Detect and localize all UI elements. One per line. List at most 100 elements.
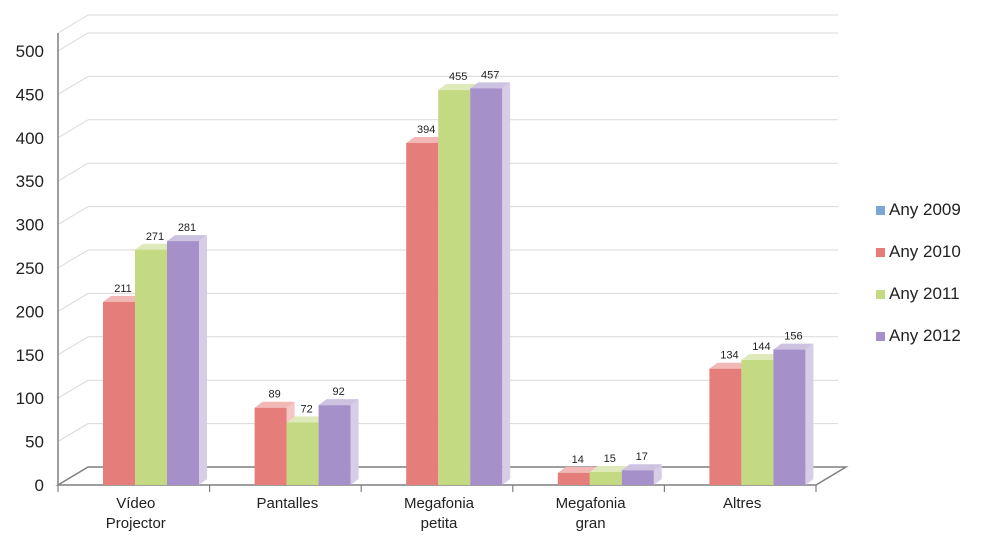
bar-top [254,401,295,408]
legend-swatch [876,332,885,341]
data-label-any-2012-4: 156 [784,331,802,343]
data-label-any-2011-0: 271 [146,231,164,243]
y-tick-label-3: 150 [16,346,44,365]
x-tick-label-2-1: petita [421,515,458,532]
y-tick-label-7: 350 [16,172,44,191]
x-tick-label-4-0: Altres [723,495,761,512]
bar-any-2012-2 [470,82,511,485]
y-tick-label-4: 200 [16,302,44,321]
bar-top [135,243,175,250]
data-label-any-2012-3: 17 [636,451,648,463]
y-tick-label-1: 50 [25,433,44,452]
legend-label: Any 2010 [889,242,961,261]
bar-front [557,472,590,485]
gridline-top-diagonal [57,14,89,34]
legend-label: Any 2012 [889,326,961,345]
bar-top [286,416,327,423]
bar-top [741,354,782,361]
x-tick-label-0-0: Vídeo [116,495,155,512]
bar-front [254,407,287,485]
bar-side [502,82,511,485]
y-tick-label-2: 100 [16,389,44,408]
legend-entry-3: Any 2012 [876,326,961,345]
legend-label: Any 2011 [889,284,960,303]
bar-top [773,343,814,350]
bar-any-2012-3 [621,464,662,485]
gridline-diagonal-6 [57,206,89,226]
legend-label: Any 2009 [889,200,961,219]
bar-top [470,82,511,89]
legend: Any 2009 Any 2010 Any 2011 Any 2012 [876,200,961,345]
gridline-diagonal-9 [57,75,89,95]
x-tick-label-2-0: Megafonia [404,495,475,512]
bar-top [589,465,630,472]
bar-any-2012-1 [318,399,359,485]
bar-front [286,422,319,485]
bar-front [103,301,135,485]
legend-entry-2: Any 2011 [876,284,960,303]
bar-front [438,90,471,485]
bar-side [199,235,207,485]
y-tick-label-6: 300 [16,216,44,235]
legend-swatch [876,206,885,215]
bar-front [470,88,503,485]
bars [103,82,814,485]
legend-entry-0: Any 2009 [876,200,961,219]
bar-side [653,464,662,485]
bar-side [350,399,359,485]
gridline-diagonal-2 [57,379,89,399]
data-label-any-2011-1: 72 [300,404,312,416]
data-label-any-2010-1: 89 [268,389,280,401]
bar-front [773,349,806,485]
bar-front [741,360,774,485]
bar-front [709,368,742,485]
bar-front [135,249,167,485]
x-tick-label-0-1: Projector [106,515,166,532]
bar-front [318,405,351,485]
data-label-any-2010-3: 14 [572,454,584,466]
data-label-any-2011-2: 455 [449,71,467,83]
gridline-diagonal-8 [57,119,89,139]
legend-swatch [876,248,885,257]
bar-front [589,471,622,485]
y-tick-label-10: 500 [16,42,44,61]
gridline-diagonal-3 [57,336,89,356]
gridline-diagonal-10 [57,32,89,52]
data-label-any-2012-0: 281 [178,222,196,234]
bar-side [805,343,814,485]
bar-top [318,399,359,406]
bar-any-2012-0 [167,235,207,485]
bar-top [438,84,479,91]
data-label-any-2012-2: 457 [481,69,499,81]
y-tick-label-5: 250 [16,259,44,278]
y-tick-label-0: 0 [35,476,44,495]
x-tick-label-3-0: Megafonia [556,495,627,512]
bar-top [621,464,662,471]
x-axis-labels: Vídeo Projector Pantalles Megafonia petita Me… [106,495,762,532]
data-label-any-2010-0: 211 [114,283,132,295]
gridline-diagonal-1 [57,423,89,443]
data-label-any-2010-4: 134 [720,350,738,362]
legend-swatch [876,290,885,299]
y-tick-label-9: 450 [16,85,44,104]
bar-front [167,241,199,485]
legend-entry-1: Any 2010 [876,242,961,261]
bar-front [406,143,439,485]
y-tick-label-8: 400 [16,129,44,148]
bar-top [709,362,750,369]
gridline-diagonal-7 [57,162,89,182]
data-label-any-2010-2: 394 [417,124,435,136]
bar-top [557,466,598,473]
data-label-any-2011-3: 15 [604,453,616,465]
bar-top [167,235,207,242]
data-label-any-2012-1: 92 [332,386,344,398]
bar-front [621,470,654,485]
bar-top [406,137,447,144]
data-labels: 211 271 281 89 72 92 394 455 457 14 15 17 134 144 156 [114,69,802,466]
gridline-diagonal-4 [57,292,89,312]
bar-any-2012-4 [773,343,814,485]
data-label-any-2011-4: 144 [752,341,770,353]
gridline-diagonal-5 [57,249,89,269]
x-tick-label-1-0: Pantalles [257,495,319,512]
